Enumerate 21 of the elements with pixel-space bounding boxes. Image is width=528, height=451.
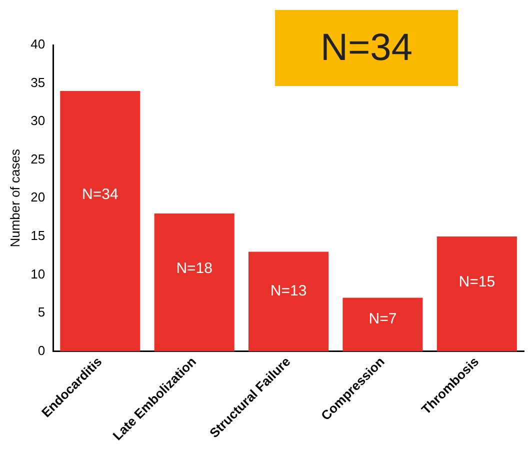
data-label: N=7: [368, 310, 397, 328]
y-tick-label: 40: [30, 36, 46, 52]
bar: [436, 236, 517, 352]
y-tick-label: 0: [38, 342, 46, 358]
data-label: N=34: [82, 186, 118, 204]
annotation: N=34: [275, 10, 458, 86]
y-tick-label: 10: [30, 266, 46, 282]
y-tick-label: 30: [30, 113, 46, 128]
data-label: N=18: [176, 260, 212, 277]
y-tick-label: 25: [30, 151, 46, 166]
data-label: N=15: [458, 274, 496, 291]
y-tick-label: 5: [38, 304, 46, 320]
bar: [60, 90, 140, 352]
y-tick-label: 35: [30, 74, 46, 90]
y-tick-label: 20: [30, 190, 46, 205]
y-tick-label: 15: [30, 228, 46, 244]
bar: [342, 298, 423, 352]
data-label: N=13: [270, 282, 307, 300]
bar: [154, 213, 234, 352]
bar: [248, 252, 329, 352]
y-axis-title: Number of cases: [7, 148, 22, 248]
